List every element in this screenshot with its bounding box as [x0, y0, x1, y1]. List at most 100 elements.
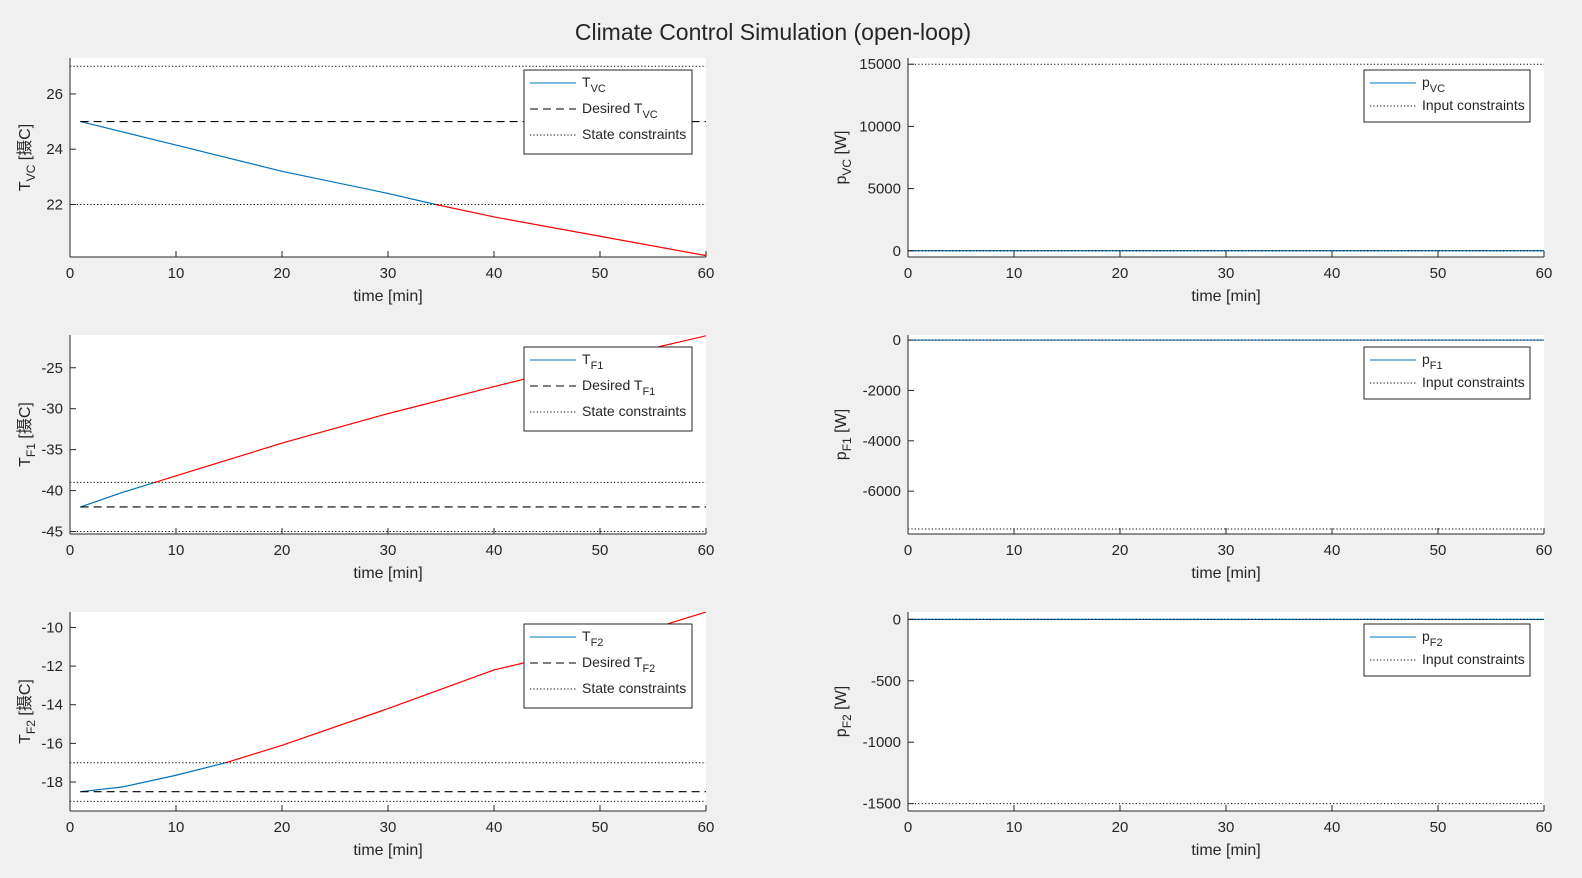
y-axis-label: TF2 [摄C]	[16, 679, 38, 744]
state-line-segment	[79, 120, 177, 146]
state-line-segment	[122, 774, 177, 788]
legend-box	[523, 346, 693, 432]
x-tick-label: 30	[380, 542, 397, 559]
y-tick-label: 0	[893, 243, 901, 260]
x-tick-label: 20	[1112, 265, 1129, 282]
subplot-pf1: 0 10 20 30 40 50 60 -6000 -4000 -2000 0 time [min] p…	[833, 332, 1552, 582]
x-tick-label: 40	[1324, 265, 1341, 282]
legend-box	[523, 69, 693, 155]
y-tick-label: 22	[46, 196, 63, 213]
state-line-segment	[79, 786, 124, 793]
state-line-segment	[175, 762, 227, 776]
y-tick-label: -45	[41, 524, 63, 541]
x-tick-label: 50	[592, 542, 609, 559]
legend: pVC Input constraints	[1363, 69, 1531, 123]
data-layer	[908, 618, 1544, 805]
figure-title: Climate Control Simulation (open-loop)	[575, 19, 971, 45]
x-tick-label: 10	[168, 542, 185, 559]
y-tick-label: -12	[41, 658, 63, 675]
legend-entry-label: pF1	[1422, 351, 1443, 372]
x-axis-label: time [min]	[353, 565, 422, 582]
y-tick-label: 15000	[859, 56, 901, 73]
state-line-segment	[175, 144, 283, 172]
x-tick-label: 10	[168, 819, 185, 836]
x-tick-label: 50	[592, 265, 609, 282]
state-line-segment	[79, 491, 124, 508]
x-tick-label: 60	[1536, 542, 1553, 559]
y-tick-label: -40	[41, 483, 63, 500]
y-tick-label: 10000	[859, 118, 901, 135]
legend: pF1 Input constraints	[1363, 346, 1531, 400]
y-tick-label: -10	[41, 619, 63, 636]
state-violation-segment	[599, 235, 706, 257]
y-tick-label: -6000	[863, 483, 901, 500]
x-tick-label: 40	[1324, 542, 1341, 559]
x-tick-label: 50	[1430, 542, 1447, 559]
x-tick-label: 10	[1006, 542, 1023, 559]
subplot-grid: 0 10 20 30 40 50 60 22 24 26 time [min] TVC [摄C] TVC…	[16, 56, 1552, 859]
x-tick-label: 20	[274, 542, 291, 559]
x-tick-label: 10	[1006, 819, 1023, 836]
y-tick-label: -14	[41, 697, 63, 714]
y-tick-label: 24	[46, 141, 63, 158]
x-tick-label: 0	[904, 265, 912, 282]
x-tick-label: 30	[380, 819, 397, 836]
state-line-segment	[122, 481, 156, 493]
x-tick-label: 50	[1430, 265, 1447, 282]
x-tick-label: 60	[698, 819, 715, 836]
legend-entry-label: pVC	[1422, 74, 1445, 95]
x-tick-label: 20	[1112, 542, 1129, 559]
y-axis-label: pF2 [W]	[833, 686, 854, 737]
legend-entry-label: TF1	[582, 351, 603, 372]
x-tick-label: 50	[592, 819, 609, 836]
y-tick-label: -1000	[863, 734, 901, 751]
x-tick-label: 40	[1324, 819, 1341, 836]
subplot-tf1: 0 10 20 30 40 50 60 -45 -40 -35 -30 -25 time [min] TF…	[16, 335, 714, 582]
x-tick-label: 20	[274, 265, 291, 282]
x-tick-label: 0	[904, 542, 912, 559]
legend-box	[1363, 346, 1531, 400]
legend-entry-label: TF2	[582, 628, 603, 649]
y-tick-label: 0	[893, 332, 901, 349]
state-violation-segment	[435, 203, 495, 218]
legend-entry-label: pF2	[1422, 628, 1443, 649]
x-tick-label: 50	[1430, 819, 1447, 836]
legend: pF2 Input constraints	[1363, 623, 1531, 677]
legend-box	[1363, 69, 1531, 123]
legend-entry-label: Desired TF1	[582, 377, 655, 398]
x-axis-label: time [min]	[1191, 288, 1260, 305]
legend-entry-label: State constraints	[582, 680, 686, 696]
x-tick-label: 60	[1536, 819, 1553, 836]
y-tick-label: -35	[41, 442, 63, 459]
x-tick-label: 30	[380, 265, 397, 282]
y-axis-label: pVC [W]	[833, 130, 854, 184]
legend-entry-label: State constraints	[582, 403, 686, 419]
state-line-segment	[281, 170, 389, 195]
y-tick-label: -16	[41, 735, 63, 752]
y-axis-label: TF1 [摄C]	[16, 402, 38, 467]
y-tick-label: -18	[41, 774, 63, 791]
subplot-pf2: 0 10 20 30 40 50 60 -1500 -1000 -500 0 time [min] pF…	[833, 611, 1552, 859]
y-tick-label: 26	[46, 86, 63, 103]
y-tick-label: -30	[41, 401, 63, 418]
state-violation-segment	[175, 442, 283, 477]
y-axis-label: TVC [摄C]	[16, 124, 38, 191]
subplot-tvc: 0 10 20 30 40 50 60 22 24 26 time [min] TVC [摄C] TVC…	[16, 58, 714, 305]
state-violation-segment	[493, 216, 601, 237]
data-layer	[908, 63, 1544, 252]
x-tick-label: 0	[904, 819, 912, 836]
x-tick-label: 30	[1218, 819, 1235, 836]
legend-entry-label: Input constraints	[1422, 374, 1525, 390]
legend: TVC Desired TVC State constraints	[523, 69, 693, 155]
x-axis-label: time [min]	[353, 288, 422, 305]
legend-entry-label: Input constraints	[1422, 651, 1525, 667]
y-tick-label: -25	[41, 360, 63, 377]
state-violation-segment	[387, 669, 495, 710]
state-violation-segment	[281, 708, 389, 746]
legend-entry-label: Desired TVC	[582, 100, 658, 121]
x-tick-label: 30	[1218, 542, 1235, 559]
y-tick-label: -1500	[863, 796, 901, 813]
state-line-segment	[387, 192, 437, 206]
x-tick-label: 40	[486, 542, 503, 559]
